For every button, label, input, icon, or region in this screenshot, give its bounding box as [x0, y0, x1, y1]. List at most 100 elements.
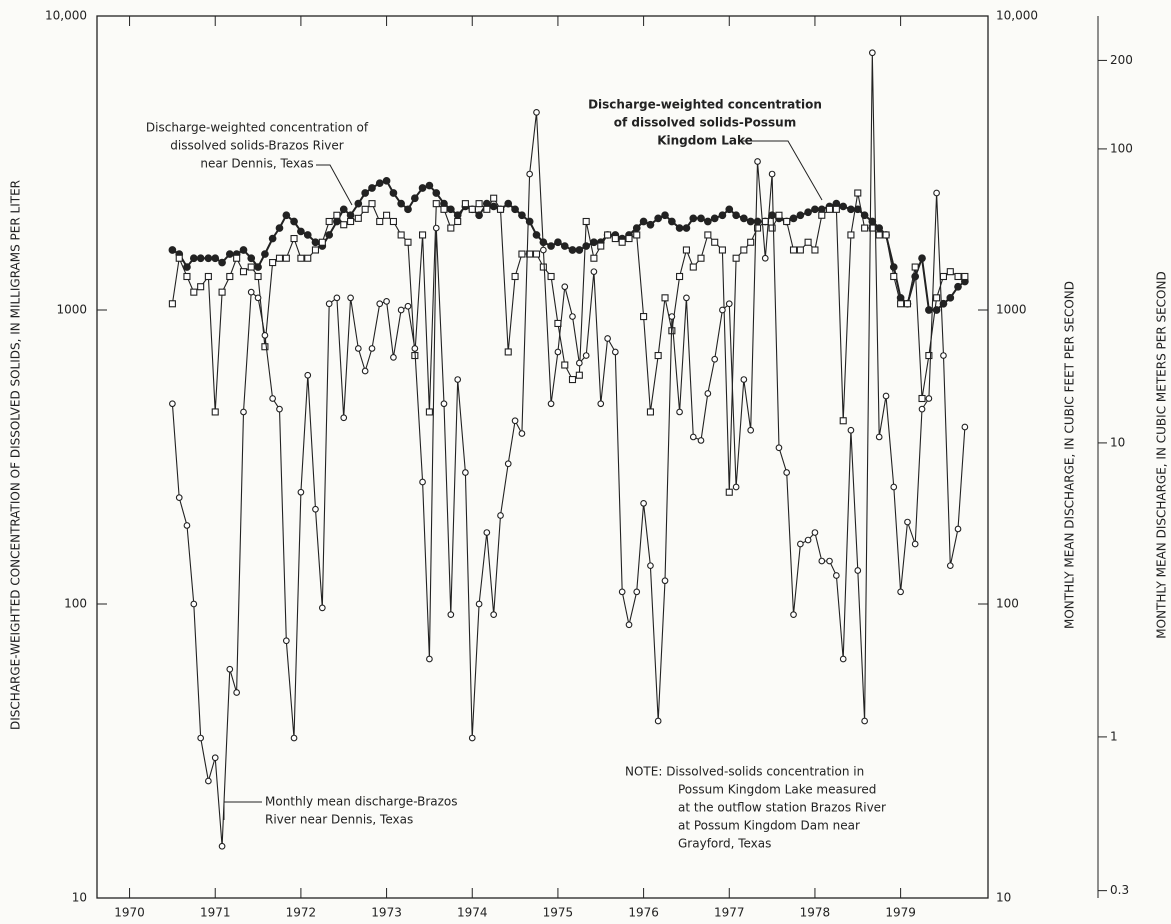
- data-point: [539, 263, 547, 271]
- series-line: [171, 52, 966, 847]
- data-point: [468, 205, 476, 213]
- data-point: [903, 300, 912, 308]
- data-point: [247, 263, 255, 271]
- data-point: [939, 272, 948, 281]
- data-point: [447, 611, 455, 618]
- annotation-text: Discharge-weighted concentration of: [146, 121, 369, 135]
- data-point: [789, 214, 798, 223]
- data-point: [590, 254, 598, 262]
- data-point: [918, 254, 926, 263]
- data-point: [661, 211, 669, 220]
- annotation-text: Grayford, Texas: [678, 837, 771, 851]
- data-point: [796, 246, 804, 254]
- data-point: [354, 214, 362, 222]
- data-point: [440, 205, 448, 213]
- data-point: [654, 717, 662, 725]
- data-point: [676, 272, 684, 281]
- annotation-text: dissolved solids-Brazos River: [170, 139, 343, 153]
- data-point: [504, 348, 512, 356]
- data-point: [775, 444, 783, 452]
- annotation-text: Possum Kingdom Lake measured: [678, 783, 876, 797]
- data-point: [483, 205, 491, 213]
- data-point: [525, 217, 534, 226]
- x-tick-label: 1976: [628, 906, 659, 920]
- data-point: [361, 205, 369, 213]
- data-point: [304, 371, 312, 379]
- data-point: [268, 234, 277, 243]
- data-point: [647, 562, 654, 570]
- data-point: [854, 567, 862, 574]
- data-point: [404, 302, 412, 310]
- y-tick-label: 1000: [56, 303, 87, 317]
- data-point: [739, 214, 748, 223]
- data-point: [361, 189, 370, 197]
- data-point: [568, 246, 577, 254]
- data-point: [419, 231, 427, 239]
- data-point: [376, 217, 384, 226]
- data-point: [454, 217, 462, 226]
- data-point: [397, 231, 405, 239]
- data-point: [711, 355, 719, 363]
- data-point: [211, 408, 219, 416]
- data-point: [725, 205, 734, 214]
- data-point: [682, 224, 691, 232]
- data-point: [533, 109, 540, 116]
- annotation-text: River near Dennis, Texas: [265, 813, 413, 827]
- data-point: [689, 214, 698, 223]
- annotation-leader: [316, 164, 353, 206]
- data-point: [818, 211, 826, 219]
- data-point: [632, 224, 641, 232]
- data-point: [625, 234, 633, 243]
- data-point: [432, 200, 440, 208]
- data-point: [240, 408, 247, 416]
- data-point: [661, 294, 669, 302]
- data-point: [389, 189, 398, 197]
- data-point: [254, 294, 262, 302]
- x-tick-label: 1974: [457, 906, 488, 920]
- data-point: [946, 293, 955, 302]
- data-point: [826, 557, 833, 565]
- data-point: [269, 259, 277, 267]
- data-point: [426, 655, 433, 663]
- data-point: [961, 272, 969, 281]
- data-point: [875, 231, 883, 239]
- data-point: [540, 246, 547, 254]
- data-point: [410, 194, 419, 203]
- data-point: [604, 335, 611, 342]
- data-point: [347, 294, 354, 302]
- data-point: [490, 194, 498, 202]
- data-point: [475, 211, 483, 220]
- data-point: [304, 254, 312, 262]
- data-point: [697, 254, 705, 262]
- data-point: [233, 689, 240, 696]
- data-point: [875, 433, 883, 441]
- data-point: [303, 231, 312, 239]
- data-point: [618, 238, 626, 246]
- y2-axis-label: MONTHLY MEAN DISCHARGE, IN CUBIC FEET PE…: [1063, 281, 1077, 629]
- data-point: [575, 246, 584, 254]
- y2-tick-label: 100: [996, 597, 1019, 611]
- data-point: [818, 557, 826, 565]
- data-point: [425, 181, 434, 190]
- data-point: [918, 394, 926, 403]
- x-tick-label: 1973: [371, 906, 402, 920]
- data-point: [689, 263, 697, 271]
- annotation: NOTE: Dissolved-solids concentration in P…: [625, 765, 886, 851]
- data-point: [526, 170, 533, 178]
- data-point: [839, 417, 847, 425]
- data-point: [532, 250, 541, 258]
- annotation: Discharge-weighted concentration of disso…: [588, 98, 823, 201]
- data-point: [297, 254, 305, 262]
- x-tick-label: 1979: [885, 906, 916, 920]
- data-point: [590, 268, 598, 276]
- data-point: [340, 414, 348, 422]
- data-point: [432, 189, 441, 197]
- data-point: [611, 348, 619, 356]
- data-point: [532, 231, 541, 239]
- data-point: [861, 224, 869, 232]
- data-point: [397, 199, 405, 208]
- annotation-leader: [223, 801, 262, 820]
- data-point: [697, 214, 705, 223]
- data-point: [847, 205, 855, 214]
- data-point: [646, 408, 654, 416]
